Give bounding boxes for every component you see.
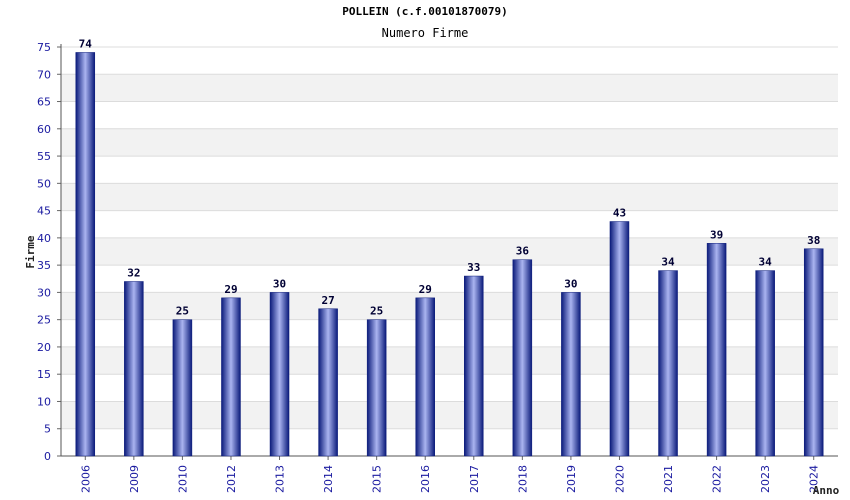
y-tick-label: 30: [37, 286, 51, 299]
x-tick-label: 2024: [808, 465, 821, 493]
x-tick-label: 2022: [711, 465, 724, 493]
x-tick-label: 2014: [322, 465, 335, 493]
bar: [75, 52, 96, 457]
bar-value-label: 27: [321, 294, 334, 307]
bar-value-label: 30: [564, 277, 577, 290]
bar: [706, 243, 727, 457]
bar-value-label: 25: [370, 305, 383, 318]
y-tick-label: 40: [37, 232, 51, 245]
x-tick-label: 2023: [759, 465, 772, 493]
bar-value-label: 29: [224, 283, 237, 296]
bar-value-label: 38: [807, 234, 820, 247]
bar: [803, 248, 824, 457]
grid-band: [61, 128, 838, 157]
y-axis-label: Firme: [24, 235, 37, 268]
y-tick-label: 35: [37, 259, 51, 272]
bar: [318, 308, 338, 457]
grid-bands: [61, 46, 838, 457]
grid-band: [61, 74, 838, 102]
bar-value-label: 33: [467, 261, 480, 274]
y-tick-label: 55: [37, 150, 51, 163]
x-axis-label: Anno: [813, 484, 840, 497]
y-tick-label: 60: [37, 123, 51, 136]
x-tick-label: 2019: [565, 465, 578, 493]
bar-value-label: 34: [759, 256, 773, 269]
bar: [658, 270, 678, 457]
x-tick-label: 2017: [468, 465, 481, 493]
bar-value-label: 34: [661, 256, 675, 269]
x-tick-label: 2006: [79, 465, 92, 493]
y-axis: 0 5 10 15 20 25 30 35 40 45 50 55 60 65 70 75: [37, 41, 62, 463]
y-tick-label: 75: [37, 41, 51, 54]
bar: [464, 275, 484, 457]
y-tick-label: 25: [37, 314, 51, 327]
x-tick-label: 2009: [128, 465, 141, 493]
chart-subtitle: Numero Firme: [381, 26, 469, 40]
bar-value-label: 29: [419, 283, 432, 296]
bar-value-label: 74: [79, 37, 93, 50]
y-tick-label: 10: [37, 395, 51, 408]
bar: [269, 292, 290, 457]
grid-band: [61, 183, 838, 211]
bar: [609, 221, 630, 457]
bar: [415, 297, 435, 457]
bar: [512, 259, 533, 457]
bar: [172, 319, 193, 457]
y-tick-label: 50: [37, 177, 51, 190]
y-tick-label: 70: [37, 68, 51, 81]
x-tick-label: 2010: [176, 465, 189, 493]
x-axis: 2006 2009 2010 2012 2013 2014 2015 2016 2017 2018…: [61, 455, 838, 493]
y-tick-label: 65: [37, 96, 51, 109]
x-tick-label: 2013: [274, 465, 287, 493]
value-labels: 74 32 25 29 30 27 25 29 33 36 30 43 34 39 34 38: [79, 37, 821, 317]
bar-value-label: 39: [710, 228, 723, 241]
bar-value-label: 36: [516, 245, 530, 258]
x-tick-label: 2021: [662, 465, 675, 493]
x-tick-label: 2018: [516, 465, 529, 493]
chart-title: POLLEIN (c.f.00101870079): [342, 5, 508, 18]
bar: [124, 281, 144, 457]
bar-value-label: 43: [613, 207, 626, 220]
x-tick-label: 2015: [371, 465, 384, 493]
bar-value-label: 25: [176, 305, 189, 318]
y-tick-label: 45: [37, 205, 51, 218]
bar: [366, 319, 387, 457]
bar-value-label: 30: [273, 277, 286, 290]
bars: [75, 52, 824, 457]
bar: [561, 292, 581, 457]
x-tick-label: 2020: [613, 465, 626, 493]
y-tick-label: 5: [44, 423, 51, 436]
y-tick-label: 15: [37, 368, 51, 381]
x-tick-label: 2016: [419, 465, 432, 493]
bar: [755, 270, 775, 457]
bar-value-label: 32: [127, 266, 140, 279]
y-tick-label: 0: [44, 450, 51, 463]
x-tick-label: 2012: [225, 465, 238, 493]
bar: [221, 297, 241, 457]
y-tick-label: 20: [37, 341, 51, 354]
